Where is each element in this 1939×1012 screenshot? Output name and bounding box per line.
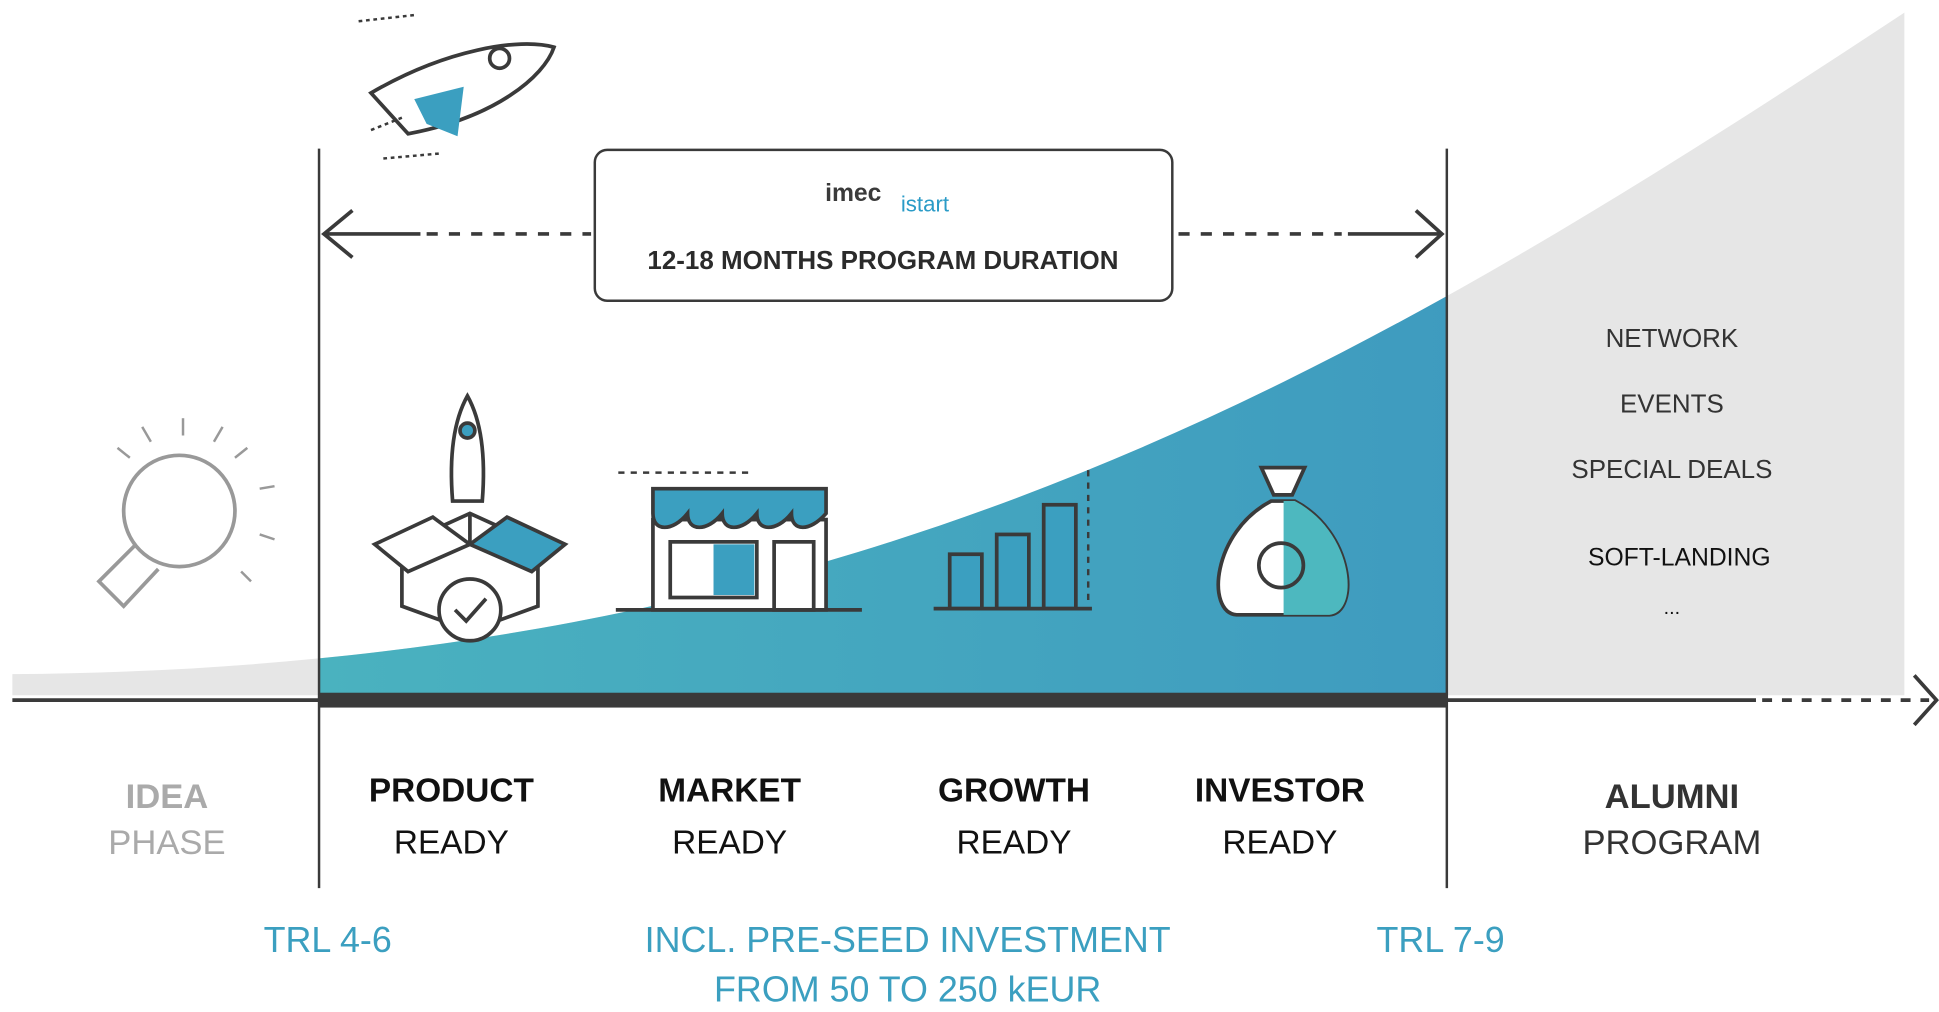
- phase-subtitle: READY: [957, 825, 1072, 862]
- phase-labels: IDEA PHASE PRODUCT READY MARKET READY GR…: [108, 773, 1761, 862]
- bars-icon: [933, 470, 1092, 611]
- phase-subtitle: PROGRAM: [1582, 824, 1761, 862]
- duration: 12-18 MONTHS PROGRAM DURATION: [647, 245, 1118, 275]
- phase-title: ALUMNI: [1605, 778, 1740, 816]
- arrow-head: [1912, 674, 1939, 727]
- bulb-icon: [96, 418, 275, 609]
- store-icon: [615, 471, 862, 612]
- duration-box: [593, 148, 1174, 302]
- benefit: EVENTS: [1620, 389, 1724, 419]
- program-area: [319, 296, 1447, 696]
- phase-subtitle: READY: [672, 825, 787, 862]
- phase-title: PRODUCT: [369, 773, 535, 810]
- program-bar: [319, 692, 1447, 708]
- phase-title: GROWTH: [938, 773, 1090, 810]
- benefit: SOFT-LANDING: [1588, 545, 1771, 572]
- trl-end: TRL 7-9: [1377, 920, 1505, 960]
- logo-sub: istart: [901, 191, 950, 216]
- benefit: SPECIAL DEALS: [1571, 454, 1772, 484]
- phase-subtitle: READY: [394, 825, 509, 862]
- phase-title: INVESTOR: [1195, 773, 1365, 810]
- phase-title: MARKET: [658, 773, 801, 810]
- phase-subtitle: READY: [1222, 825, 1337, 862]
- trl-start: TRL 4-6: [264, 920, 392, 960]
- box-icon: [371, 392, 569, 643]
- rocket-icon: [358, 13, 557, 160]
- logo: imec: [825, 180, 882, 207]
- investment: INCL. PRE-SEED INVESTMENT: [645, 920, 1171, 960]
- phase-subtitle: PHASE: [108, 824, 225, 862]
- investment: FROM 50 TO 250 kEUR: [714, 969, 1101, 1009]
- benefit: ...: [1664, 597, 1680, 619]
- benefit: NETWORK: [1606, 323, 1739, 353]
- moneybag-icon: [1216, 465, 1350, 617]
- phase-title: IDEA: [126, 778, 209, 816]
- duration-arrows: [321, 209, 1445, 259]
